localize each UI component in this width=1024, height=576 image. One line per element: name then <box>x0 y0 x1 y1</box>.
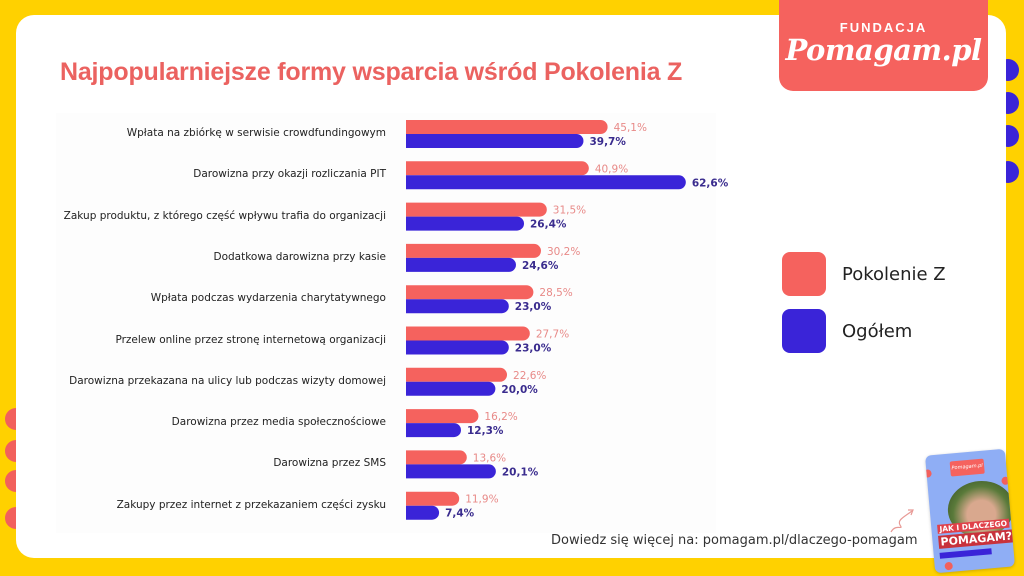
bar-pokolenie-z <box>406 367 508 382</box>
data-label: 28,5% <box>539 287 572 299</box>
category-label: Darowizna przekazana na ulicy lub podcza… <box>69 374 386 387</box>
bar-ogolem <box>406 505 440 520</box>
legend-item-ogolem: Ogółem <box>782 309 912 353</box>
logo-top-text: FUNDACJA <box>839 20 928 35</box>
bar-ogolem <box>406 340 509 355</box>
data-label: 22,6% <box>513 370 546 382</box>
curly-arrow-icon <box>890 509 914 533</box>
data-label: 23,0% <box>515 343 552 355</box>
category-label: Darowizna przez media społecznościowe <box>171 416 386 429</box>
category-label: Darowizna przez SMS <box>273 457 386 470</box>
booklet-subtitle-bar <box>939 548 992 559</box>
bar-ogolem <box>406 175 686 190</box>
data-label: 24,6% <box>522 260 559 272</box>
data-label: 12,3% <box>467 425 504 437</box>
data-label: 26,4% <box>530 219 567 231</box>
category-label: Wpłata na zbiórkę w serwisie crowdfundin… <box>126 127 386 139</box>
category-label: Zakupy przez internet z przekazaniem czę… <box>116 498 386 511</box>
data-label: 30,2% <box>547 246 580 258</box>
bar-pokolenie-z <box>406 285 534 300</box>
logo-main-text: Pomagam.pl <box>785 33 983 67</box>
data-label: 13,6% <box>473 452 506 464</box>
data-label: 27,7% <box>536 329 569 341</box>
category-label: Wpłata podczas wydarzenia charytatywnego <box>150 292 386 305</box>
bar-pokolenie-z <box>406 409 479 424</box>
legend-item-pokolenie-z: Pokolenie Z <box>782 252 946 296</box>
decorative-dot <box>925 469 932 478</box>
bar-pokolenie-z <box>406 202 547 217</box>
bar-ogolem <box>406 257 516 272</box>
fundacja-pomagam-logo: FUNDACJA Pomagam.pl <box>779 0 988 91</box>
data-label: 39,7% <box>589 136 626 148</box>
booklet-logo: Pomagam.pl <box>949 458 985 477</box>
data-label: 20,1% <box>502 466 539 478</box>
chart-title: Najpopularniejsze formy wsparcia wśród P… <box>60 58 683 86</box>
footer-link-text[interactable]: Dowiedz się więcej na: pomagam.pl/dlacze… <box>551 533 918 548</box>
data-label: 20,0% <box>501 384 538 396</box>
bar-pokolenie-z <box>406 326 530 341</box>
bar-pokolenie-z <box>406 161 589 176</box>
data-label: 11,9% <box>465 494 498 506</box>
legend-label: Pokolenie Z <box>842 263 946 285</box>
data-label: 16,2% <box>484 411 517 423</box>
legend-swatch-pokolenie-z <box>782 252 826 296</box>
bar-pokolenie-z <box>406 491 460 506</box>
legend-label: Ogółem <box>842 320 913 342</box>
bar-pokolenie-z <box>406 243 541 258</box>
bar-ogolem <box>406 216 525 231</box>
category-label: Zakup produktu, z którego część wpływu t… <box>63 209 386 222</box>
data-label: 31,5% <box>553 205 586 217</box>
data-label: 7,4% <box>445 508 475 520</box>
data-label: 23,0% <box>515 301 552 313</box>
bar-pokolenie-z <box>406 120 608 134</box>
category-label: Darowizna przy okazji rozliczania PIT <box>193 168 386 181</box>
category-label: Przelew online przez stronę internetową … <box>115 333 386 346</box>
bar-pokolenie-z <box>406 450 467 465</box>
data-label: 62,6% <box>692 177 729 189</box>
decorative-dot <box>944 561 954 571</box>
bar-ogolem <box>406 299 509 314</box>
data-label: 40,9% <box>595 163 628 175</box>
data-label: 45,1% <box>614 122 647 134</box>
legend-swatch-ogolem <box>782 309 826 353</box>
category-label: Dodatkowa darowizna przy kasie <box>213 250 387 263</box>
bar-ogolem <box>406 464 496 479</box>
bar-ogolem <box>406 134 584 148</box>
report-booklet-image[interactable]: Pomagam.pl JAK I DLACZEGO POMAGAM? <box>925 448 1015 574</box>
bar-ogolem <box>406 423 461 438</box>
bar-ogolem <box>406 381 496 396</box>
